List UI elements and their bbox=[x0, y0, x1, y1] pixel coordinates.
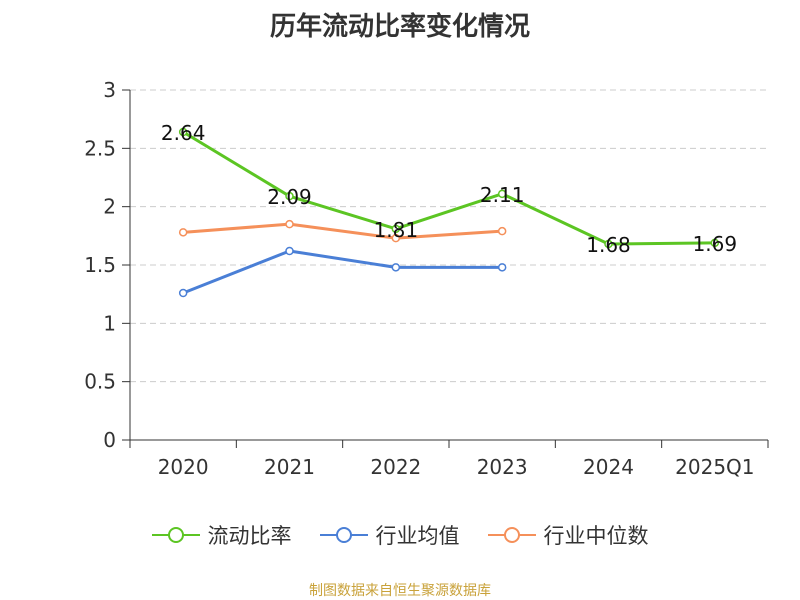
legend-label-current-ratio: 流动比率 bbox=[207, 524, 292, 548]
x-tick-label: 2021 bbox=[264, 455, 315, 479]
source-note: 制图数据来自恒生聚源数据库 bbox=[309, 583, 491, 599]
data-point bbox=[285, 246, 294, 256]
legend-swatch-current-ratio bbox=[151, 527, 200, 543]
data-point bbox=[391, 263, 401, 272]
legend-item-industry-median[interactable]: 行业中位数 bbox=[487, 520, 649, 550]
legend-swatch-industry-median bbox=[487, 527, 536, 543]
data-point bbox=[285, 191, 294, 201]
data-label: 1.81 bbox=[374, 218, 419, 242]
data-point bbox=[497, 263, 507, 272]
legend: 流动比率 行业均值 行业中位数 bbox=[0, 520, 800, 550]
data-point bbox=[391, 233, 401, 243]
y-tick-label: 0.5 bbox=[84, 370, 116, 394]
data-point bbox=[497, 226, 507, 236]
y-tick-label: 2.5 bbox=[84, 136, 116, 160]
data-point bbox=[710, 238, 720, 248]
data-label: 1.69 bbox=[693, 232, 738, 256]
legend-swatch-industry-mean bbox=[319, 527, 368, 543]
chart-title: 历年流动比率变化情况 bbox=[269, 12, 530, 42]
data-point bbox=[178, 228, 188, 237]
x-tick-label: 2020 bbox=[158, 455, 209, 479]
data-point bbox=[178, 288, 188, 298]
y-tick-label: 3 bbox=[103, 78, 116, 102]
series-line-1 bbox=[182, 249, 503, 295]
x-tick-label: 2022 bbox=[370, 455, 421, 479]
data-point bbox=[391, 224, 401, 234]
legend-label-industry-mean: 行业均值 bbox=[375, 524, 460, 548]
data-point bbox=[285, 219, 294, 229]
data-label: 2.64 bbox=[161, 121, 206, 145]
x-tick-label: 2024 bbox=[583, 455, 634, 479]
y-tick-label: 1 bbox=[103, 311, 116, 335]
x-tick-label: 2025Q1 bbox=[675, 455, 754, 479]
y-tick-label: 0 bbox=[103, 428, 116, 452]
data-label: 2.11 bbox=[480, 183, 525, 207]
x-tick-label: 2023 bbox=[477, 455, 528, 479]
legend-label-industry-median: 行业中位数 bbox=[543, 524, 649, 548]
data-point bbox=[497, 189, 507, 199]
y-tick-label: 2 bbox=[103, 195, 116, 219]
data-label: 1.68 bbox=[586, 233, 631, 257]
series-line-0 bbox=[182, 130, 715, 246]
data-label: 2.09 bbox=[267, 185, 312, 209]
data-point bbox=[178, 127, 188, 137]
series-line-2 bbox=[183, 222, 503, 240]
y-tick-label: 1.5 bbox=[84, 253, 116, 277]
legend-item-current-ratio[interactable]: 流动比率 bbox=[151, 520, 292, 550]
legend-item-industry-mean[interactable]: 行业均值 bbox=[319, 520, 460, 550]
data-point bbox=[604, 239, 613, 249]
